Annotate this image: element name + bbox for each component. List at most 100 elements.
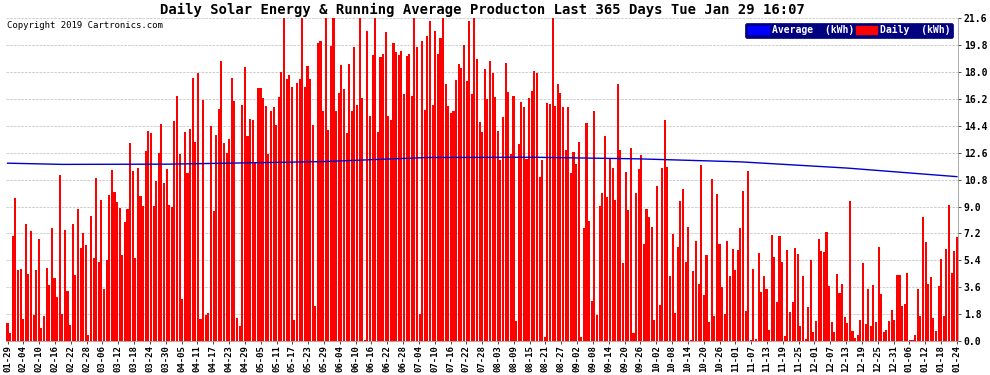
Bar [700,165,702,341]
Bar [79,248,81,341]
Bar [526,159,528,341]
Bar [612,168,614,341]
Bar [168,205,170,341]
Bar [518,144,520,341]
Bar [635,192,638,341]
Bar [353,46,355,341]
Bar [542,160,544,341]
Bar [231,78,233,341]
Bar [481,132,483,341]
Bar [92,258,95,341]
Bar [22,319,24,341]
Bar [259,88,261,341]
Bar [275,125,277,341]
Bar [325,18,327,341]
Bar [747,171,749,341]
Bar [677,248,679,341]
Bar [510,154,512,341]
Bar [371,55,373,341]
Bar [36,270,38,341]
Bar [61,314,63,341]
Bar [267,154,269,341]
Bar [251,120,253,341]
Bar [226,153,228,341]
Bar [521,102,523,341]
Bar [909,340,911,341]
Bar [132,171,134,341]
Bar [721,287,723,341]
Bar [625,172,627,341]
Bar [638,168,640,341]
Bar [382,54,384,341]
Bar [920,316,922,341]
Bar [684,262,687,341]
Bar [379,57,381,341]
Bar [585,123,587,341]
Bar [414,18,416,341]
Bar [614,200,616,341]
Bar [437,54,439,341]
Bar [901,306,903,341]
Bar [789,312,791,341]
Bar [528,98,531,341]
Bar [163,183,165,341]
Bar [189,129,191,341]
Bar [223,142,225,341]
Bar [176,96,178,341]
Bar [872,285,874,341]
Bar [645,209,647,341]
Bar [554,105,556,341]
Bar [735,270,737,341]
Bar [66,291,68,341]
Bar [400,51,402,341]
Bar [893,320,895,341]
Bar [137,168,139,341]
Bar [197,73,199,341]
Bar [562,108,564,341]
Bar [288,75,290,341]
Bar [322,111,324,341]
Bar [114,192,116,341]
Bar [108,195,110,341]
Bar [760,292,762,341]
Bar [478,122,480,341]
Bar [346,133,347,341]
Bar [385,32,387,341]
Bar [815,321,817,341]
Bar [536,74,538,341]
Bar [390,120,392,341]
Bar [247,136,248,341]
Bar [129,144,131,341]
Bar [805,339,807,341]
Bar [906,273,909,341]
Bar [885,330,887,341]
Bar [940,259,942,341]
Bar [671,234,673,341]
Bar [53,278,55,341]
Bar [218,109,220,341]
Bar [763,276,765,341]
Bar [719,244,721,341]
Bar [103,289,105,341]
Bar [278,97,280,341]
Bar [192,78,194,341]
Bar [648,217,650,341]
Bar [549,104,551,341]
Bar [309,79,311,341]
Bar [854,338,856,341]
Bar [641,155,643,341]
Bar [867,289,869,341]
Bar [716,194,718,341]
Bar [207,313,210,341]
Bar [236,318,238,341]
Bar [291,87,293,341]
Bar [877,247,880,341]
Bar [333,18,335,341]
Bar [116,202,118,341]
Bar [213,211,215,341]
Bar [661,168,663,341]
Bar [82,234,84,341]
Bar [445,84,446,341]
Bar [643,244,644,341]
Bar [551,18,553,341]
